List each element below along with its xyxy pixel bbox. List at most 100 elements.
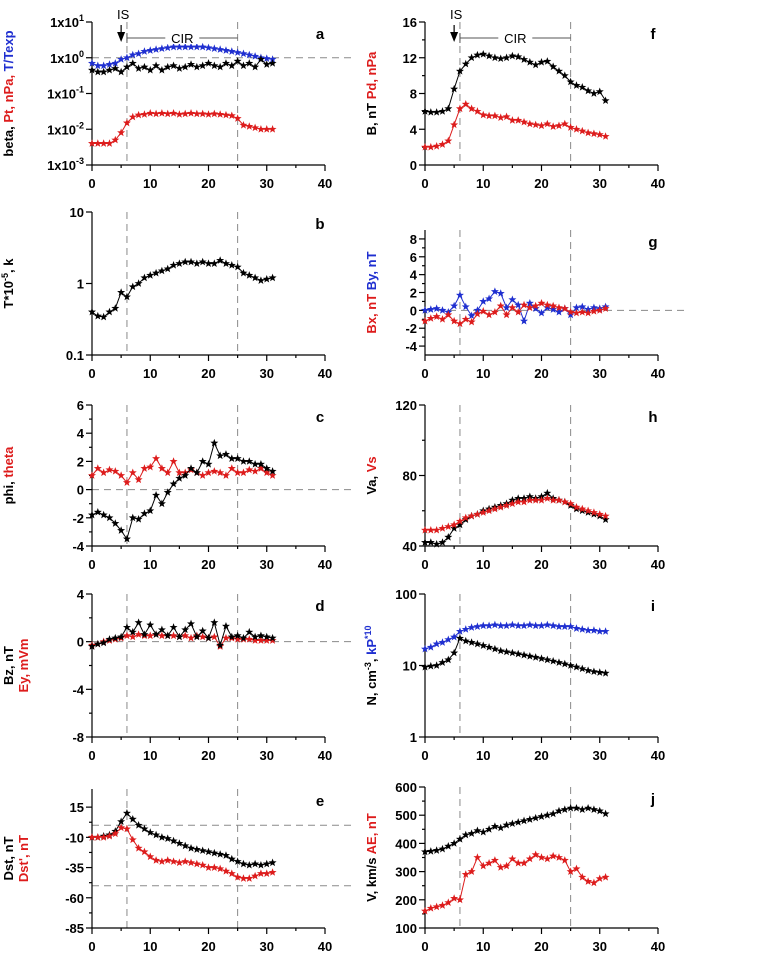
x-tick-label: 10: [143, 176, 157, 191]
data-point: [175, 632, 184, 641]
x-tick-label: 20: [201, 557, 215, 572]
x-tick-label: 10: [143, 939, 157, 954]
data-point: [554, 121, 563, 130]
data-point: [163, 468, 172, 477]
data-point: [589, 878, 598, 887]
series-line: [425, 103, 606, 148]
panel-e: 0 10 20 30 40 15 -10 -35 -60 -85 e Dst, nT Dst', nT: [1, 789, 353, 954]
data-point: [543, 854, 552, 863]
data-point: [479, 49, 488, 58]
data-point: [537, 654, 546, 662]
data-point: [514, 858, 523, 867]
y-tick-label: 16: [403, 15, 417, 30]
data-point: [450, 301, 459, 310]
data-point: [554, 66, 563, 75]
data-point: [432, 639, 441, 648]
data-point: [595, 130, 604, 139]
panel-letter: b: [315, 216, 324, 233]
data-point: [421, 316, 429, 325]
data-point: [152, 856, 161, 864]
data-point: [198, 109, 207, 118]
data-point: [128, 468, 137, 477]
data-point: [531, 301, 540, 310]
data-point: [117, 67, 126, 76]
data-point: [93, 139, 102, 147]
data-point: [256, 460, 265, 468]
cir-label: CIR: [171, 31, 193, 46]
data-point: [543, 620, 552, 629]
data-point: [210, 259, 219, 267]
data-point: [455, 290, 464, 299]
data-point: [227, 61, 236, 70]
data-point: [421, 525, 429, 534]
panel-letter: g: [648, 234, 657, 251]
y-tick-label: 120: [395, 398, 417, 413]
data-point: [537, 621, 546, 630]
data-point: [93, 464, 102, 472]
y-tick-label: 1: [410, 730, 417, 745]
data-point: [175, 468, 184, 477]
y-tick-label: -4: [72, 539, 84, 554]
data-point: [204, 43, 213, 52]
data-point: [467, 623, 476, 631]
panel-letter: j: [650, 791, 655, 808]
data-point: [496, 289, 505, 297]
data-point: [128, 50, 137, 59]
data-point: [589, 626, 598, 634]
data-point: [140, 824, 149, 833]
data-point: [543, 494, 552, 502]
data-point: [461, 315, 470, 323]
x-tick-label: 30: [260, 748, 274, 763]
data-point: [181, 257, 190, 266]
data-point: [111, 135, 120, 144]
data-point: [549, 809, 558, 818]
data-point: [128, 513, 137, 522]
data-point: [204, 59, 213, 67]
data-point: [163, 62, 172, 71]
data-point: [198, 632, 207, 641]
data-point: [221, 851, 230, 859]
data-point: [169, 857, 178, 865]
data-point: [461, 59, 470, 68]
data-point: [175, 474, 184, 482]
data-point: [227, 464, 236, 472]
data-point: [589, 508, 598, 516]
data-point: [210, 618, 219, 626]
data-point: [520, 816, 529, 825]
y-tick-label: -10: [65, 830, 84, 845]
y-tick-label: 80: [403, 469, 417, 484]
y-tick-label: -2: [72, 511, 84, 526]
data-point: [210, 848, 219, 857]
data-point: [105, 831, 114, 840]
data-point: [187, 42, 196, 51]
y-tick-label: 12: [403, 51, 417, 66]
y-tick-label: 4: [410, 122, 418, 137]
data-point: [216, 256, 225, 264]
y-tick-label: -2: [405, 321, 417, 336]
data-point: [187, 619, 196, 628]
data-point: [146, 620, 155, 629]
data-point: [146, 65, 155, 74]
data-point: [245, 627, 254, 636]
data-point: [122, 292, 131, 301]
data-point: [595, 806, 604, 815]
data-point: [566, 867, 575, 875]
cir-label-bg: [498, 30, 533, 44]
data-point: [461, 625, 470, 633]
data-point: [152, 268, 161, 277]
data-point: [444, 635, 453, 644]
x-tick-label: 0: [88, 176, 95, 191]
data-point: [134, 49, 143, 58]
data-point: [502, 112, 511, 121]
data-point: [128, 112, 137, 121]
is-arrow-icon: [450, 32, 459, 42]
y-tick-label: 6: [77, 398, 84, 413]
data-point: [134, 475, 143, 484]
data-point: [140, 273, 149, 282]
data-point: [99, 61, 108, 70]
y-axis-label: Bx, nT By, nT: [364, 251, 379, 333]
data-point: [245, 635, 254, 643]
data-point: [88, 65, 96, 74]
data-point: [111, 304, 120, 312]
data-point: [461, 302, 470, 311]
